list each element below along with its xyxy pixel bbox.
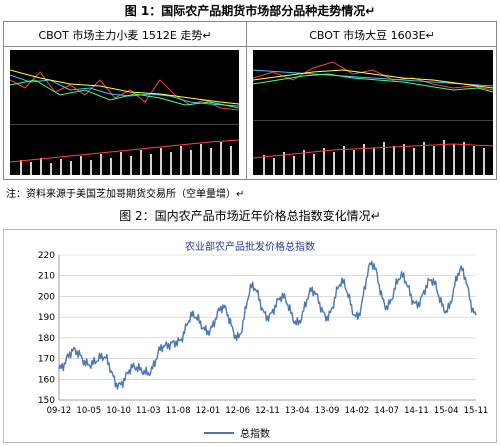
x-tick-label: 11-03 (136, 406, 161, 416)
y-tick-label: 160 (38, 375, 55, 385)
y-tick-label: 190 (38, 313, 55, 323)
x-tick-label: 10-05 (76, 406, 101, 416)
x-tick-label: 15-11 (464, 406, 489, 416)
x-tick-label: 12-01 (196, 406, 221, 416)
x-tick-label: 13-04 (285, 406, 310, 416)
price-index-chart: 农业部农产品批发价格总指数 150 160 170 180 190 200 210 220 0… (38, 240, 489, 440)
price-index-chart-frame: 农业部农产品批发价格总指数 150 160 170 180 190 200 210 220 0… (3, 229, 497, 443)
table-divider (246, 22, 247, 179)
wheat-futures-chart-image (10, 50, 239, 175)
wheat-panel-title: CBOT 市场主力小麦 1512E 走势↵ (38, 29, 212, 42)
soybean-futures-chart-image (253, 50, 493, 175)
x-tick-label: 09-12 (47, 406, 72, 416)
y-tick-label: 170 (38, 355, 55, 365)
x-tick-label: 15-04 (434, 406, 459, 416)
chart-title: 农业部农产品批发价格总指数 (185, 240, 315, 253)
figure2-caption: 图 2：国内农产品市场近年价格总指数变化情况↵ (119, 209, 381, 223)
legend-label: 总指数 (240, 427, 270, 440)
x-tick-label: 14-07 (374, 406, 399, 416)
x-tick-label: 12-11 (255, 406, 280, 416)
y-tick-label: 200 (38, 292, 55, 302)
chart-legend: 总指数 (204, 427, 270, 440)
y-tick-label: 220 (38, 251, 55, 261)
figure1-caption: 图 1：国际农产品期货市场部分品种走势情况↵ (124, 4, 376, 18)
chart-series-line (58, 260, 477, 390)
x-tick-label: 11-08 (166, 406, 191, 416)
soybean-panel-title: CBOT 市场大豆 1603E↵ (309, 29, 435, 42)
y-tick-label: 210 (38, 272, 55, 282)
x-tick-label: 12-06 (225, 406, 250, 416)
y-tick-label: 150 (38, 396, 55, 406)
table-header-divider (4, 46, 496, 47)
x-tick-label: 14-02 (345, 406, 370, 416)
x-tick-label: 13-09 (315, 406, 340, 416)
y-tick-label: 180 (38, 334, 55, 344)
x-tick-label: 14-11 (404, 406, 429, 416)
figure1-table: CBOT 市场主力小麦 1512E 走势↵ CBOT 市场大豆 1603E↵ (3, 21, 497, 180)
source-note: 注：资料来源于美国芝加哥期货交易所（空单量增）↵ (6, 189, 245, 200)
x-tick-label: 10-10 (106, 406, 131, 416)
